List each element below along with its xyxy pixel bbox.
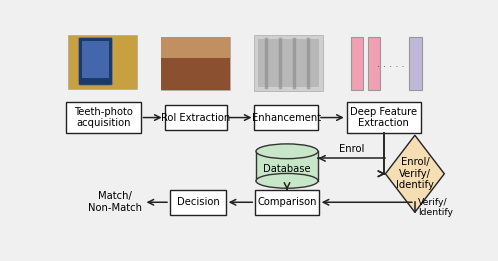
FancyBboxPatch shape [79,38,113,85]
FancyBboxPatch shape [68,35,136,89]
FancyBboxPatch shape [347,102,421,133]
Bar [256,151,318,181]
FancyBboxPatch shape [82,41,109,78]
FancyBboxPatch shape [161,38,230,58]
FancyBboxPatch shape [164,105,227,130]
Text: Enrol: Enrol [339,144,365,154]
Text: Match/
Non-Match: Match/ Non-Match [88,192,142,213]
Text: RoI Extraction: RoI Extraction [161,112,230,123]
Ellipse shape [256,144,318,159]
FancyBboxPatch shape [66,102,140,133]
Text: Teeth-photo
acquisition: Teeth-photo acquisition [74,107,133,128]
Text: Comparison: Comparison [257,197,317,207]
Text: Enrol/
Verify/
Identify: Enrol/ Verify/ Identify [396,157,434,190]
Ellipse shape [256,174,318,188]
FancyBboxPatch shape [170,190,226,215]
FancyBboxPatch shape [254,35,323,91]
Text: Database: Database [263,164,311,174]
FancyBboxPatch shape [161,58,230,90]
Text: . . . . .: . . . . . [377,59,404,69]
FancyBboxPatch shape [161,38,230,90]
Polygon shape [385,135,444,212]
Text: Enhancement: Enhancement [251,112,321,123]
FancyBboxPatch shape [255,190,319,215]
Text: Decision: Decision [176,197,219,207]
FancyBboxPatch shape [254,105,318,130]
FancyBboxPatch shape [368,38,380,90]
FancyBboxPatch shape [258,39,319,87]
FancyBboxPatch shape [409,38,422,90]
Text: Verify/
Identify: Verify/ Identify [418,198,453,217]
Text: Deep Feature
Extraction: Deep Feature Extraction [350,107,417,128]
FancyBboxPatch shape [351,38,363,90]
